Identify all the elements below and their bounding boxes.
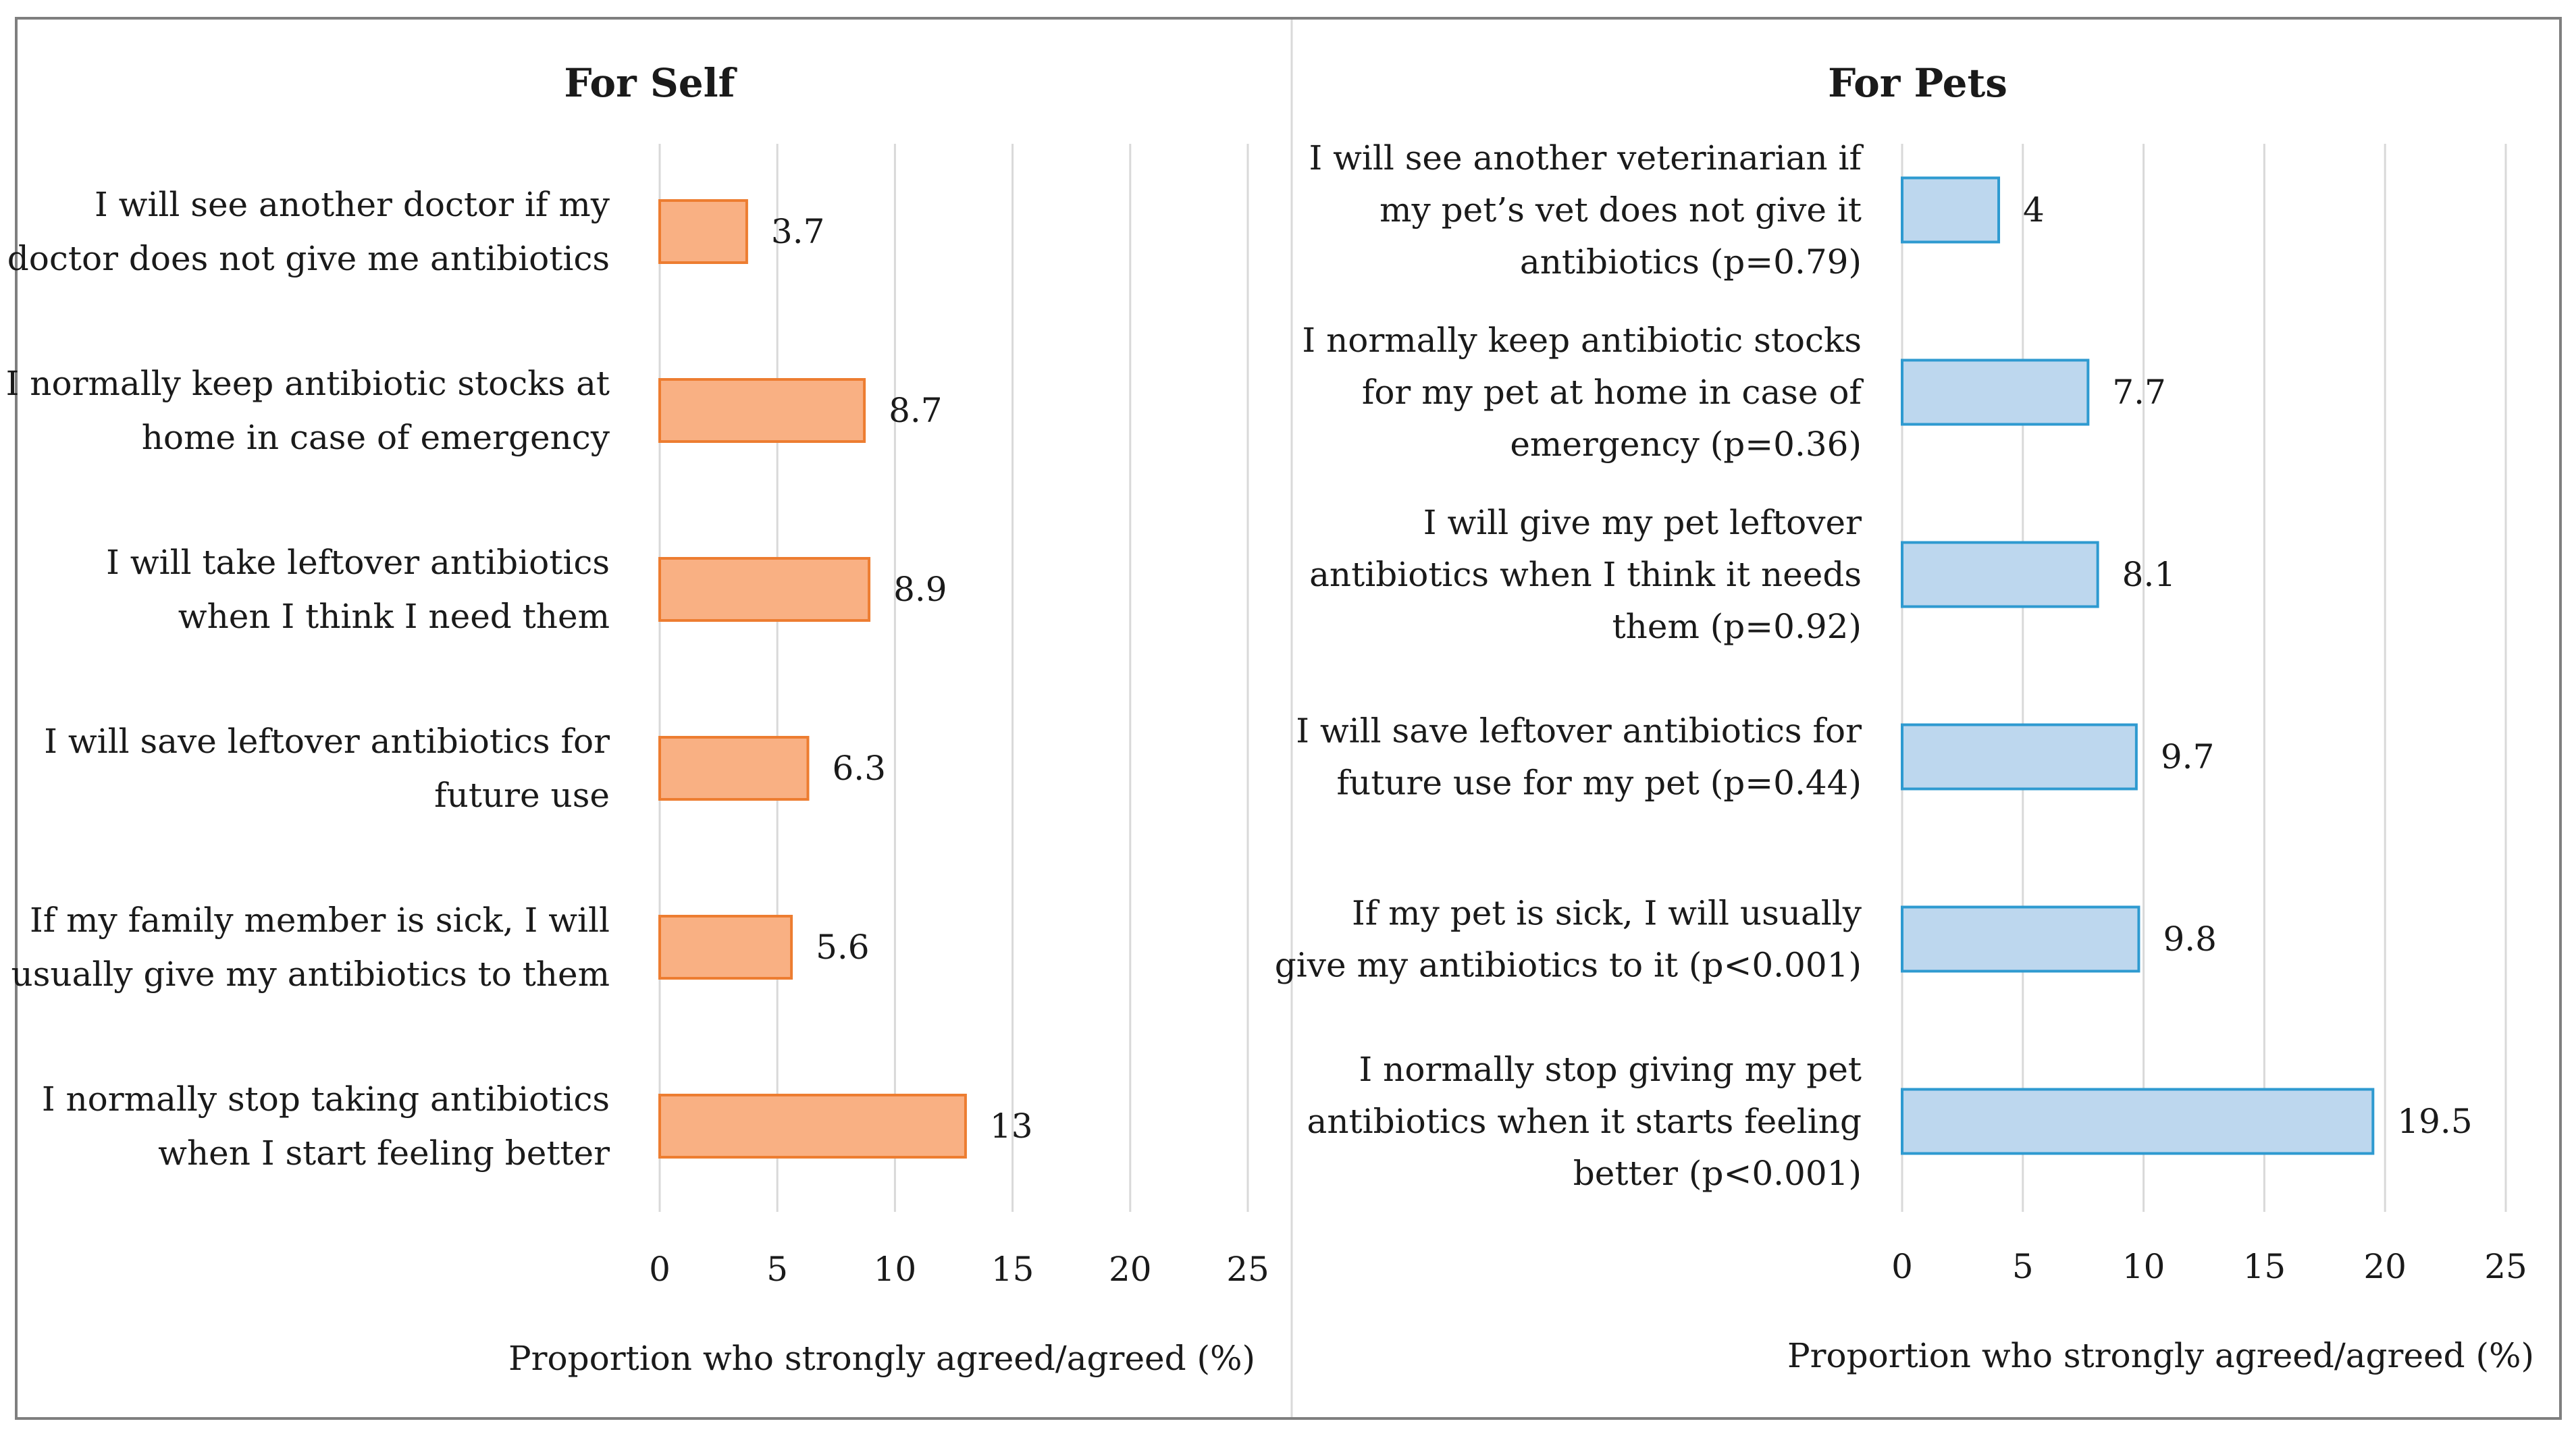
pets-bar [1901,541,2099,608]
chart-pets-title: For Pets [1828,60,2007,106]
self-category-label: I will take leftover antibiotics when I t… [106,543,610,636]
chart-pets: For Pets I will see another veterinarian… [1275,60,2534,1375]
pets-category-label: If my pet is sick, I will usually give my… [1275,894,1862,985]
chart-pets-category-labels: I will see another veterinarian if my pet… [1275,138,1864,1193]
pets-category-label: I will save leftover antibiotics for futu… [1296,712,1862,803]
self-value-label: 13 [990,1107,1033,1146]
chart-pets-gridlines [1901,144,2507,1212]
self-category-label: If my family member is sick, I will usual… [11,901,610,994]
self-value-label: 8.9 [893,570,947,609]
self-category-label: I will save leftover antibiotics for futu… [44,722,610,815]
pets-value-label: 19.5 [2397,1102,2472,1141]
self-x-tick-label: 0 [649,1250,671,1289]
self-value-label: 8.7 [889,391,943,430]
chart-pets-value-labels: 4 7.7 8.1 9.7 9.8 19.5 [2023,190,2473,1141]
self-value-label: 3.7 [771,212,825,251]
pets-x-tick-label: 5 [2012,1247,2034,1286]
self-category-label: I normally stop taking antibiotics when I… [42,1080,610,1173]
chart-self-category-labels: I will see another doctor if my doctor do… [6,185,610,1173]
self-value-label: 5.6 [816,928,870,967]
self-bar [658,378,866,443]
pets-value-label: 9.7 [2161,737,2215,776]
self-category-label: I normally keep antibiotic stocks at home… [6,364,610,457]
pets-value-label: 8.1 [2122,555,2176,594]
pets-bar [1901,358,2090,426]
pets-bar [1901,905,2140,973]
pets-category-label: I will see another veterinarian if my pet… [1309,138,1864,282]
pets-category-label: I normally stop giving my pet antibiotics… [1307,1050,1862,1193]
chart-self-x-ticks: 0 5 10 15 20 25 [649,1250,1269,1289]
self-bar [658,915,793,980]
chart-pets-x-axis-title: Proportion who strongly agreed/agreed (%… [1787,1336,2534,1375]
chart-self-gridlines [658,144,1249,1212]
self-bar [658,557,871,622]
self-bar [658,736,810,801]
chart-self-value-labels: 3.7 8.7 8.9 6.3 5.6 13 [771,212,1033,1146]
self-x-tick-label: 20 [1109,1250,1152,1289]
self-category-label: I will see another doctor if my doctor do… [7,185,610,278]
pets-bar [1901,723,2138,791]
chart-self-x-axis-title: Proportion who strongly agreed/agreed (%… [508,1339,1255,1378]
pets-value-label: 9.8 [2163,920,2217,959]
pets-x-tick-label: 10 [2122,1247,2165,1286]
pets-x-tick-label: 25 [2484,1247,2527,1286]
figure-frame [15,17,2562,1420]
pets-value-label: 7.7 [2112,373,2166,412]
chart-self-title: For Self [564,60,737,106]
self-x-tick-label: 25 [1226,1250,1269,1289]
chart-pets-bars [1901,176,2375,1155]
chart-self-bars [658,199,967,1159]
self-value-label: 6.3 [832,749,886,788]
chart-self: For Self I will see another doctor if my… [6,60,1269,1378]
self-bar [658,199,748,264]
pets-category-label: I will give my pet leftover antibiotics w… [1309,503,1862,646]
pets-bar [1901,176,2001,244]
pets-x-tick-label: 20 [2363,1247,2407,1286]
pets-x-tick-label: 0 [1891,1247,1913,1286]
pets-bar [1901,1088,2375,1155]
self-x-tick-label: 10 [874,1250,917,1289]
pets-category-label: I normally keep antibiotic stocks for my … [1302,321,1864,464]
self-x-tick-label: 15 [991,1250,1034,1289]
pets-x-tick-label: 15 [2243,1247,2286,1286]
pets-value-label: 4 [2023,190,2045,230]
chart-pets-x-ticks: 0 5 10 15 20 25 [1891,1247,2527,1286]
self-bar [658,1094,967,1159]
self-x-tick-label: 5 [766,1250,788,1289]
